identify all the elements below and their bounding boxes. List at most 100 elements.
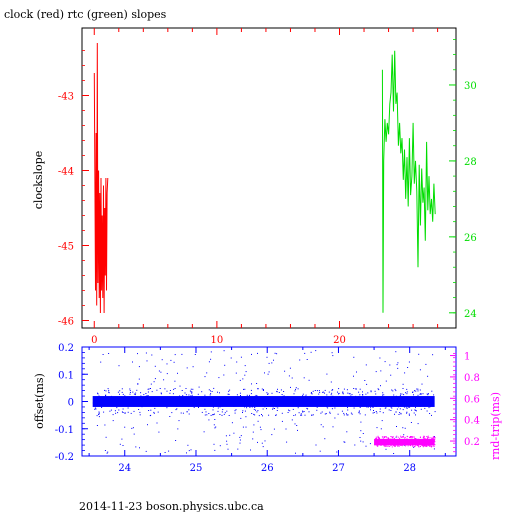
round-trip-point <box>391 446 393 448</box>
offset-point <box>240 356 242 358</box>
offset-point <box>353 356 355 358</box>
bottom-right-y-tick-label: 0.8 <box>464 373 480 384</box>
offset-point <box>390 410 392 411</box>
round-trip-point <box>410 439 412 441</box>
offset-point <box>280 389 282 391</box>
offset-point <box>127 407 129 409</box>
offset-point <box>160 392 162 394</box>
round-trip-point <box>425 441 427 443</box>
offset-point <box>230 399 232 401</box>
round-trip-point <box>385 444 387 446</box>
offset-point <box>274 352 276 354</box>
offset-point <box>157 411 159 413</box>
offset-point <box>226 410 228 412</box>
offset-point <box>218 377 220 379</box>
offset-point <box>243 388 244 390</box>
offset-point <box>263 389 264 391</box>
bottom-x-tick-label: 24 <box>118 463 131 474</box>
offset-point <box>139 411 141 413</box>
offset-point <box>137 383 139 385</box>
offset-point <box>365 393 367 395</box>
offset-point <box>204 414 206 416</box>
offset-point <box>359 388 361 390</box>
offset-point <box>138 378 140 380</box>
offset-point <box>121 438 123 440</box>
offset-point <box>154 365 156 367</box>
round-trip-point <box>421 445 423 446</box>
offset-point <box>149 415 151 417</box>
offset-point <box>188 394 190 396</box>
round-trip-point <box>395 445 396 447</box>
offset-point <box>121 411 123 413</box>
top-right-y-tick-label: 30 <box>464 81 477 92</box>
round-trip-point <box>427 437 429 439</box>
offset-point <box>163 379 165 381</box>
offset-point <box>421 383 423 385</box>
offset-point <box>339 396 341 398</box>
offset-point <box>216 404 218 406</box>
round-trip-point <box>394 438 395 440</box>
offset-point <box>324 392 325 394</box>
offset-point <box>285 428 287 430</box>
offset-point <box>240 395 241 396</box>
offset-point <box>137 353 138 355</box>
offset-point <box>277 388 278 390</box>
offset-point <box>332 395 334 397</box>
round-trip-point <box>394 440 396 442</box>
offset-point <box>206 401 208 403</box>
offset-point <box>309 403 311 405</box>
offset-point <box>270 404 272 406</box>
offset-point <box>389 364 391 366</box>
bottom-x-tick-label: 27 <box>332 463 345 474</box>
top-x-tick-label: 0 <box>91 335 97 346</box>
offset-point <box>104 450 106 451</box>
offset-point <box>359 407 361 408</box>
offset-point <box>429 406 431 408</box>
offset-point <box>124 412 126 414</box>
offset-point <box>242 410 244 412</box>
bottom-left-y-axis-label: offset(ms) <box>33 373 46 429</box>
offset-point <box>347 392 349 394</box>
round-trip-point <box>429 444 431 445</box>
offset-point <box>122 445 124 446</box>
round-trip-point <box>412 441 414 443</box>
offset-point <box>173 388 175 390</box>
offset-point <box>256 400 258 402</box>
offset-point <box>219 406 221 408</box>
offset-point <box>418 353 420 355</box>
offset-point <box>94 408 96 410</box>
offset-point <box>302 393 304 395</box>
round-trip-point <box>407 440 409 442</box>
offset-point <box>342 398 344 400</box>
round-trip-point <box>377 439 379 441</box>
offset-point <box>187 444 189 446</box>
offset-point <box>208 361 210 363</box>
offset-point <box>101 407 103 408</box>
offset-point <box>267 393 269 395</box>
offset-point <box>363 401 365 402</box>
offset-point <box>208 419 210 421</box>
offset-point <box>148 402 150 404</box>
offset-point <box>219 401 221 403</box>
round-trip-point <box>426 443 428 445</box>
offset-point <box>272 399 274 401</box>
offset-point <box>215 426 217 428</box>
offset-point <box>294 399 296 401</box>
offset-point <box>95 408 97 410</box>
offset-point <box>425 402 427 404</box>
round-trip-point <box>391 438 393 440</box>
offset-point <box>289 367 291 369</box>
offset-point <box>341 400 343 402</box>
offset-point <box>228 402 230 404</box>
round-trip-point <box>432 439 434 441</box>
offset-point <box>393 403 395 405</box>
offset-point <box>92 402 94 404</box>
top-right-y-tick-label: 24 <box>464 309 477 320</box>
offset-point <box>401 402 403 404</box>
offset-point <box>416 396 417 398</box>
round-trip-point <box>414 445 416 447</box>
round-trip-point <box>428 442 430 444</box>
offset-point <box>260 429 262 431</box>
round-trip-point <box>386 445 388 447</box>
round-trip-point <box>397 440 399 442</box>
